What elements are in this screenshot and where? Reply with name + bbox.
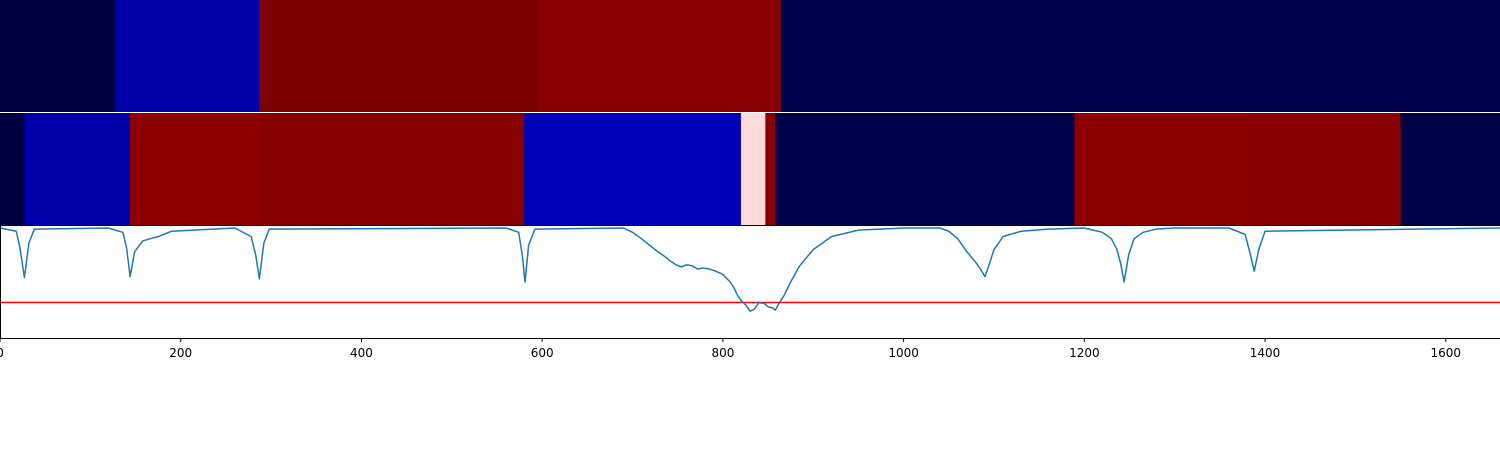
heatmap-cell-2-0 xyxy=(0,113,25,225)
heatmap-cell-2-1 xyxy=(24,113,131,225)
x-axis: 0 200 400 600 800 1000 1200 1400 1600 xyxy=(0,338,1461,360)
heatmap-cell-1-4 xyxy=(780,0,1500,112)
x-tick-label-0: 0 xyxy=(0,346,4,360)
x-tick-label-8: 1600 xyxy=(1431,346,1462,360)
x-tick-label-3: 600 xyxy=(531,346,554,360)
heatmap-cell-1-3 xyxy=(537,0,782,112)
heatmap-panel-top xyxy=(0,0,1500,112)
line-panel-background xyxy=(0,226,1500,338)
heatmap-cell-2-10 xyxy=(1400,113,1500,225)
heatmap-cell-2-9 xyxy=(1245,113,1402,225)
x-tick-label-6: 1200 xyxy=(1069,346,1100,360)
heatmap-cell-2-6 xyxy=(765,113,776,225)
x-tick-label-4: 800 xyxy=(711,346,734,360)
panel-separators xyxy=(0,112,1500,226)
heatmap-cell-1-2 xyxy=(259,0,539,112)
heatmap-panel-middle xyxy=(0,113,1500,225)
x-tick-label-7: 1400 xyxy=(1250,346,1281,360)
line-panel xyxy=(0,226,1500,338)
heatmap-cell-2-7 xyxy=(775,113,1075,225)
heatmap-cell-1-1 xyxy=(114,0,260,112)
axes-frame xyxy=(0,226,1500,339)
heatmap-cell-2-3 xyxy=(259,113,525,225)
heatmap-cell-2-5 xyxy=(740,113,766,225)
heatmap-cell-2-2 xyxy=(130,113,260,225)
series-line xyxy=(0,227,1500,312)
x-tick-label-1: 200 xyxy=(169,346,192,360)
heatmap-cell-1-0 xyxy=(0,0,116,112)
heatmap-cell-2-8 xyxy=(1074,113,1246,225)
heatmap-cell-2-4 xyxy=(524,113,742,225)
x-tick-label-5: 1000 xyxy=(888,346,919,360)
x-tick-label-2: 400 xyxy=(350,346,373,360)
